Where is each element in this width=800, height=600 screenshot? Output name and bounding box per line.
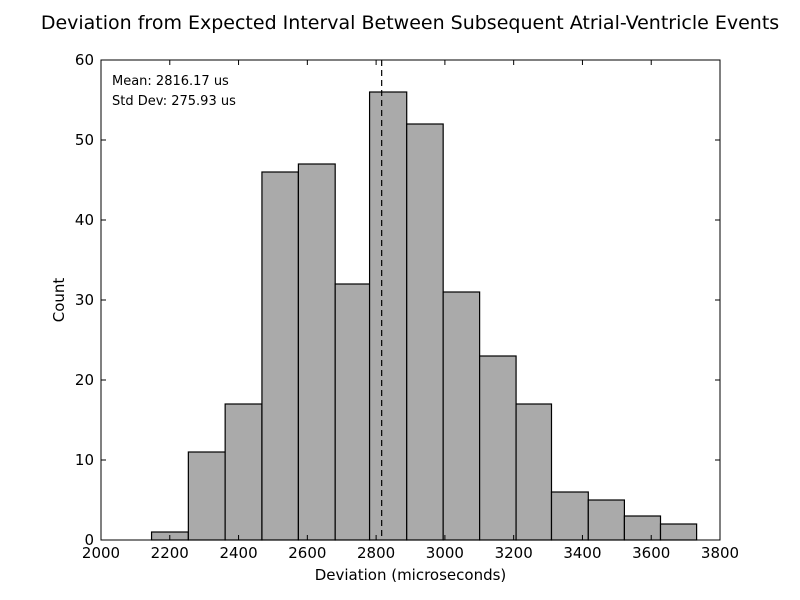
histogram-bar	[187, 451, 226, 541]
histogram-bar	[297, 163, 336, 541]
x-tick-label: 2800	[357, 544, 395, 562]
histogram-bar	[261, 171, 299, 541]
histogram-bar	[587, 499, 625, 541]
x-tick-label: 2000	[82, 544, 120, 562]
histogram-bar	[224, 403, 263, 541]
x-axis-title: Deviation (microseconds)	[315, 566, 507, 584]
x-tick-label: 3200	[495, 544, 533, 562]
x-tick-label: 3000	[426, 544, 464, 562]
bars-layer	[150, 91, 698, 541]
histogram-bar	[623, 515, 662, 541]
x-tick-label: 3400	[563, 544, 601, 562]
histogram-bar	[479, 355, 517, 541]
histogram-bar	[406, 123, 444, 541]
y-tick-label: 20	[75, 371, 94, 389]
y-axis-title: Count	[50, 278, 68, 323]
histogram-bar	[550, 491, 589, 541]
histogram-bar	[659, 523, 698, 541]
x-tick-label: 2400	[219, 544, 257, 562]
histogram-bar	[442, 291, 481, 541]
histogram-bar	[368, 91, 408, 541]
y-tick-label: 50	[75, 131, 94, 149]
y-tick-label: 30	[75, 291, 94, 309]
histogram-bar	[515, 403, 553, 541]
y-tick-label: 0	[84, 531, 94, 549]
histogram-bar	[334, 283, 371, 541]
x-tick-label: 2600	[288, 544, 326, 562]
y-tick-label: 10	[75, 451, 94, 469]
x-tick-label: 3800	[701, 544, 739, 562]
std-dev-annotation: Std Dev: 275.93 us	[112, 94, 236, 109]
chart-title: Deviation from Expected Interval Between…	[41, 12, 779, 34]
ticks-layer: 2000 2200 2400 2600 2800 3000 3200 3400 3600 3800…	[75, 51, 739, 562]
x-tick-label: 2200	[151, 544, 189, 562]
mean-annotation: Mean: 2816.17 us	[112, 74, 229, 89]
x-tick-label: 3600	[632, 544, 670, 562]
y-tick-label: 60	[75, 51, 94, 69]
y-tick-label: 40	[75, 211, 94, 229]
